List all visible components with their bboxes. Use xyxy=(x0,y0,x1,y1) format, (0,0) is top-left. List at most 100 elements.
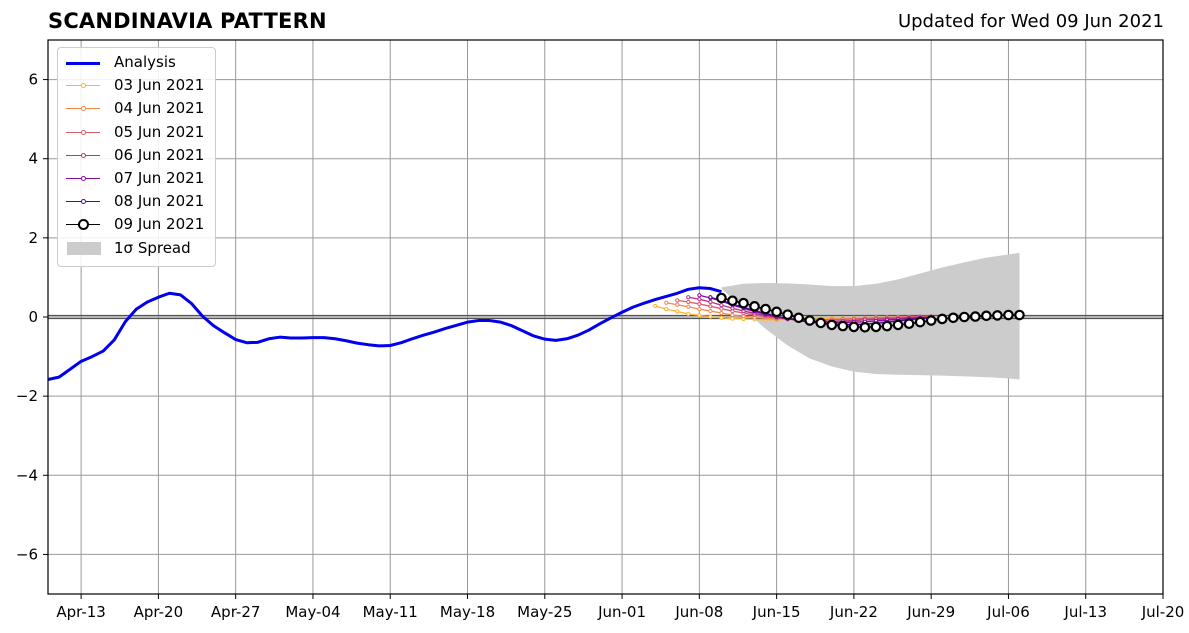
plot-frame xyxy=(47,39,1164,595)
forecast-point xyxy=(749,301,760,312)
chart-title: SCANDINAVIA PATTERN xyxy=(48,9,327,33)
forecast-point xyxy=(981,310,992,322)
y-tick-label: −4 xyxy=(16,466,38,484)
forecast-point xyxy=(793,312,804,324)
x-tick-label: Apr-27 xyxy=(211,603,261,621)
legend-item: 08 Jun 2021 xyxy=(62,191,212,211)
analysis-line xyxy=(47,286,722,381)
legend-item: 07 Jun 2021 xyxy=(62,168,212,188)
forecast-point xyxy=(653,303,658,309)
axis-layer: Apr-13 Apr-20 Apr-27 May-04 May-11 May-18 May-… xyxy=(16,39,1185,621)
legend-label: 04 Jun 2021 xyxy=(114,99,205,118)
forecast-point xyxy=(782,309,793,320)
forecast-point xyxy=(697,313,702,318)
forecast-point xyxy=(914,316,926,328)
forecast-point xyxy=(664,300,669,305)
forecast-point xyxy=(936,313,948,325)
x-tick-label: May-04 xyxy=(285,603,340,621)
forecast-point xyxy=(719,306,724,311)
x-tick-label: Apr-20 xyxy=(134,603,184,621)
forecast-point xyxy=(1014,309,1025,321)
x-tick-label: Jun-29 xyxy=(906,603,955,621)
grid-layer xyxy=(48,40,1164,594)
legend-item: 06 Jun 2021 xyxy=(62,145,212,165)
x-tick-label: Jul-13 xyxy=(1063,603,1107,621)
y-tick-label: 6 xyxy=(28,71,38,89)
legend-marker xyxy=(81,129,86,135)
legend-label: 1σ Spread xyxy=(114,238,191,257)
x-tick-label: Jun-22 xyxy=(829,603,878,621)
y-tick-label: 2 xyxy=(28,229,38,247)
legend-line xyxy=(66,62,100,65)
forecast-point xyxy=(716,292,727,304)
forecast-point xyxy=(708,299,713,305)
forecast-point xyxy=(970,311,981,322)
forecast-point xyxy=(815,317,827,329)
x-tick-label: Jul-06 xyxy=(986,603,1030,621)
legend-item: 04 Jun 2021 xyxy=(62,98,212,118)
legend-marker xyxy=(81,199,86,205)
forecast-point xyxy=(697,297,702,302)
forecast-point xyxy=(958,311,970,323)
forecast-series xyxy=(716,292,1025,333)
forecast-point xyxy=(992,310,1003,321)
forecast-point xyxy=(708,304,713,309)
forecast-point xyxy=(903,318,915,330)
legend: Analysis 03 Jun 2021 04 Jun 2021 05 Jun 202… xyxy=(57,47,216,267)
forecast-point xyxy=(686,299,691,305)
legend-item: 1σ Spread xyxy=(62,238,212,258)
legend-marker xyxy=(78,219,89,231)
legend-label: Analysis xyxy=(114,53,176,71)
legend-label: 09 Jun 2021 xyxy=(114,215,205,234)
forecast-point xyxy=(686,295,691,300)
forecast-point xyxy=(708,308,713,314)
forecast-point xyxy=(771,306,782,318)
legend-marker xyxy=(81,106,86,112)
forecast-point xyxy=(727,295,738,307)
legend-label: 08 Jun 2021 xyxy=(114,192,205,211)
y-tick-label: −6 xyxy=(16,545,38,563)
analysis-layer xyxy=(47,286,722,381)
forecast-point xyxy=(719,310,724,316)
forecast-point xyxy=(686,304,691,309)
x-tick-label: Jun-01 xyxy=(597,603,646,621)
y-tick-label: 4 xyxy=(28,150,38,168)
forecast-point xyxy=(760,303,771,315)
chart-subtitle: Updated for Wed 09 Jun 2021 xyxy=(897,11,1164,32)
forecast-point xyxy=(675,309,680,314)
x-tick-label: Jun-15 xyxy=(752,603,801,621)
forecast-point xyxy=(804,315,816,326)
forecast-point xyxy=(697,293,702,298)
forecast-line xyxy=(721,297,1020,329)
x-tick-label: Jun-08 xyxy=(674,603,723,621)
forecast-point xyxy=(719,315,724,320)
forecast-point xyxy=(1003,309,1014,321)
forecast-point xyxy=(675,298,680,303)
legend-label: 03 Jun 2021 xyxy=(114,76,205,95)
spread-layer xyxy=(721,252,1020,380)
forecast-point xyxy=(837,320,849,332)
forecast-point xyxy=(719,303,724,308)
forecast-point xyxy=(870,321,882,333)
legend-patch xyxy=(67,241,101,255)
x-tick-label: Jul-20 xyxy=(1141,603,1185,621)
forecast-point xyxy=(881,320,893,332)
legend-item: Analysis xyxy=(62,52,212,72)
forecast-point xyxy=(708,314,713,319)
y-tick-label: −2 xyxy=(16,387,38,405)
forecast-point xyxy=(925,315,937,326)
forecast-point xyxy=(826,319,838,331)
forecast-point xyxy=(738,297,749,309)
legend-label: 05 Jun 2021 xyxy=(114,122,205,141)
legend-label: 07 Jun 2021 xyxy=(114,169,205,187)
x-tick-label: Apr-13 xyxy=(56,603,106,621)
x-tick-label: May-11 xyxy=(363,603,418,621)
y-tick-label: 0 xyxy=(28,308,38,326)
legend-item: 09 Jun 2021 xyxy=(62,214,212,234)
legend-marker xyxy=(81,176,86,181)
x-tick-label: May-25 xyxy=(517,603,572,621)
forecast-point xyxy=(675,302,680,307)
forecast-point xyxy=(859,321,871,333)
legend-item: 05 Jun 2021 xyxy=(62,122,212,142)
forecast-point xyxy=(708,295,713,300)
